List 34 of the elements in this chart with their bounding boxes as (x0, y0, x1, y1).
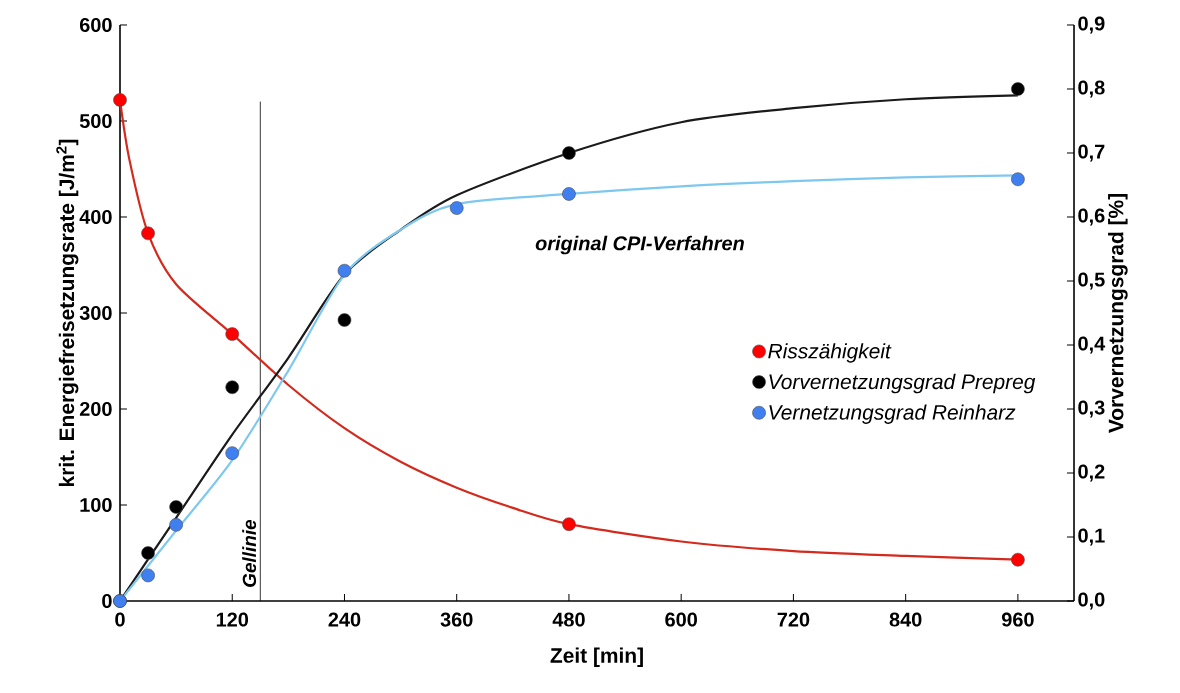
x-tick-label: 600 (665, 612, 697, 627)
y2-tick-label: 0,5 (1078, 272, 1105, 290)
y-tick-label: 400 (79, 209, 112, 225)
x-tick-label: 960 (1001, 612, 1034, 627)
y2-tick-label: 0,9 (1078, 16, 1105, 34)
x-tick-label: 0 (115, 612, 125, 627)
y-tick-label: 100 (80, 497, 112, 513)
x-tick-label: 120 (216, 612, 249, 627)
y2-tick-label: 0,3 (1078, 400, 1105, 418)
y2-tick-label: 0,7 (1078, 144, 1105, 162)
x-tick-label: 840 (889, 612, 922, 627)
ref-line-label: Gellinie (242, 519, 257, 587)
x-tick-label: 360 (440, 612, 473, 627)
y2-tick-label: 0,6 (1078, 208, 1105, 226)
x-tick-label: 240 (328, 612, 361, 627)
y2-tick-label: 0,1 (1078, 528, 1105, 546)
annotation: original CPI-Verfahren (535, 235, 744, 255)
y-tick-label: 200 (79, 401, 112, 417)
y-tick-label: 0 (102, 593, 112, 609)
y-axis-title: krit. Energiefreisetzungsrate [J/m$^{2}$] (56, 139, 79, 486)
legend-label: Vorvernetzungsgrad Prepreg (769, 373, 1036, 394)
legend-label: Vernetzungsgrad Reinharz (769, 404, 1016, 424)
y-tick-label: 500 (79, 113, 112, 129)
x-tick-label: 480 (552, 612, 585, 627)
y2-tick-label: 0,2 (1078, 464, 1105, 482)
y-tick-label: 300 (79, 305, 112, 321)
y-tick-label: 600 (79, 17, 112, 33)
y2-tick-label: 0,4 (1078, 336, 1106, 354)
legend-label: Risszähigkeit (768, 343, 892, 363)
y2-tick-label: 0,0 (1078, 592, 1105, 610)
y2-tick-label: 0,8 (1078, 80, 1105, 98)
x-tick-label: 720 (777, 612, 810, 627)
x-axis-title: Zeit [min] (550, 647, 643, 667)
y2-axis-title: Vorvernetzungsgrad [%] (1108, 194, 1128, 433)
